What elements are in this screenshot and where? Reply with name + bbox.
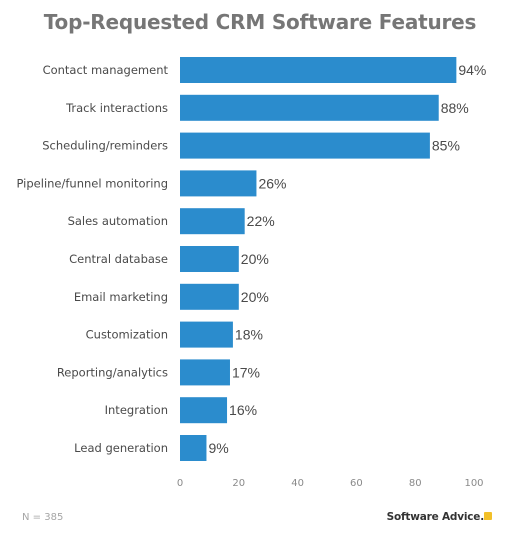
category-label: Integration xyxy=(105,403,168,417)
data-label: 16% xyxy=(229,402,257,418)
data-label: 22% xyxy=(247,213,275,229)
category-label: Reporting/analytics xyxy=(57,365,168,379)
category-label: Lead generation xyxy=(74,441,168,455)
chart-title: Top-Requested CRM Software Features xyxy=(43,10,477,34)
category-label: Email marketing xyxy=(74,290,168,304)
x-tick-label: 40 xyxy=(291,478,304,489)
x-tick-label: 60 xyxy=(350,478,363,489)
category-label: Customization xyxy=(86,328,168,342)
category-label: Scheduling/reminders xyxy=(42,139,168,153)
data-label: 20% xyxy=(241,289,269,305)
data-label: 20% xyxy=(241,251,269,267)
bar xyxy=(180,397,228,424)
bar xyxy=(180,170,257,197)
value-labels: 94% 88% 85% 26% 22% 20% 20% 18% 17% 16% 9% xyxy=(208,62,486,456)
bar xyxy=(180,321,233,348)
bar xyxy=(180,132,430,159)
bar xyxy=(180,246,239,272)
bar xyxy=(180,57,457,83)
brand-logo-icon xyxy=(484,512,492,520)
category-label: Sales automation xyxy=(68,214,168,228)
data-label: 26% xyxy=(258,175,286,191)
x-axis: 0 20 40 60 80 100 xyxy=(177,478,484,489)
x-tick-label: 0 xyxy=(177,478,183,489)
data-label: 85% xyxy=(432,138,460,154)
category-label: Contact management xyxy=(43,63,169,77)
data-label: 88% xyxy=(441,100,469,116)
data-label: 9% xyxy=(208,440,228,456)
x-tick-label: 20 xyxy=(232,478,245,489)
bar xyxy=(180,283,239,310)
bar xyxy=(180,435,207,461)
bar xyxy=(180,359,230,386)
x-tick-label: 80 xyxy=(409,478,422,489)
bar xyxy=(180,94,439,121)
sample-size-note: N = 385 xyxy=(22,512,64,523)
x-tick-label: 100 xyxy=(464,478,483,489)
data-label: 94% xyxy=(458,62,486,78)
category-label: Central database xyxy=(69,252,168,266)
brand-logo-text: Software Advice. xyxy=(386,511,485,523)
category-label: Track interactions xyxy=(65,101,168,115)
category-label: Pipeline/funnel monitoring xyxy=(17,176,169,190)
data-label: 17% xyxy=(232,364,260,380)
category-labels: Contact management Track interactions Sche… xyxy=(17,63,169,455)
data-label: 18% xyxy=(235,327,263,343)
bars-layer xyxy=(180,57,457,461)
bar xyxy=(180,208,245,235)
